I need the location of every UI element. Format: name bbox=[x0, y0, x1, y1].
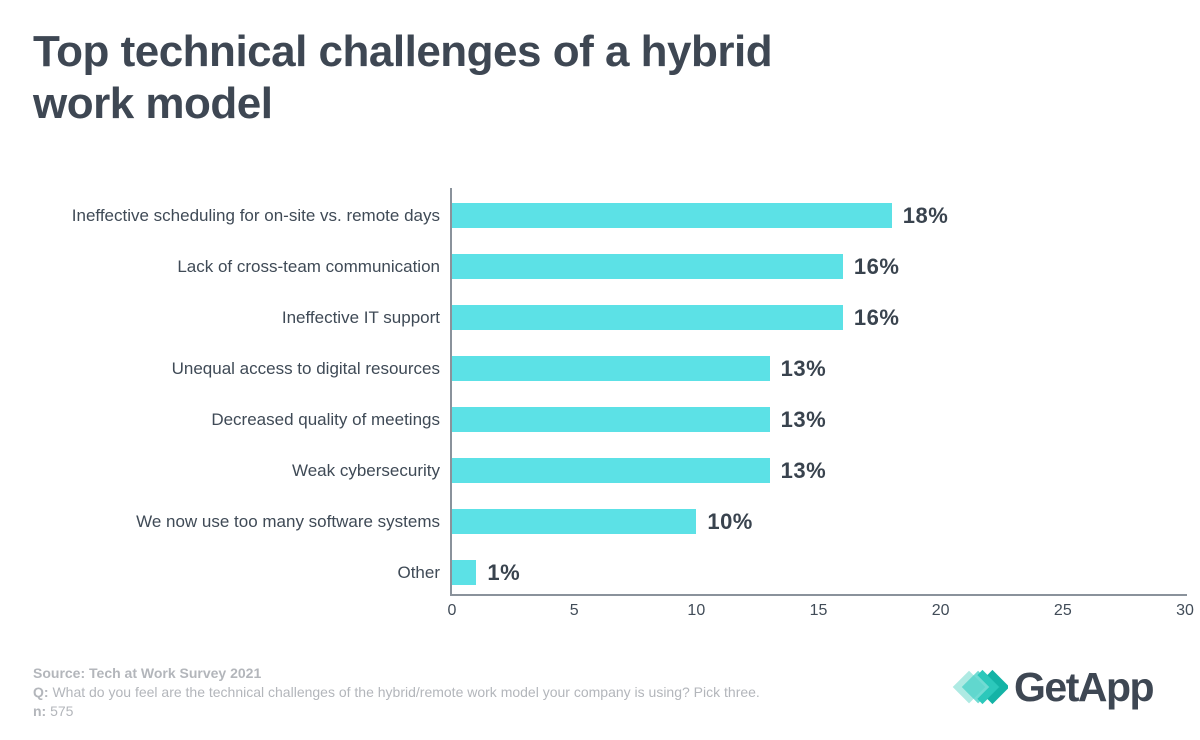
x-tick-label: 0 bbox=[447, 602, 457, 619]
y-axis-line bbox=[450, 188, 452, 596]
bar-row: Decreased quality of meetings 13% bbox=[0, 407, 1200, 432]
bar bbox=[452, 509, 697, 534]
bar-row: Ineffective scheduling for on-site vs. r… bbox=[0, 203, 1200, 228]
bar bbox=[452, 356, 770, 381]
bar bbox=[452, 305, 843, 330]
bar-row: Unequal access to digital resources 13% bbox=[0, 356, 1200, 381]
page-title: Top technical challenges of a hybrid wor… bbox=[33, 26, 773, 130]
value-label: 13% bbox=[780, 356, 827, 381]
bar-row: Lack of cross-team communication 16% bbox=[0, 254, 1200, 279]
page-title-line2: work model bbox=[33, 79, 273, 128]
x-tick-label: 25 bbox=[1053, 602, 1072, 619]
footnote: Source: Tech at Work Survey 2021 Q: What… bbox=[33, 664, 760, 721]
value-label: 1% bbox=[487, 560, 521, 585]
footnote-source: Source: Tech at Work Survey 2021 bbox=[33, 665, 262, 681]
category-label: Decreased quality of meetings bbox=[211, 410, 440, 429]
value-label: 16% bbox=[853, 254, 900, 279]
bar-row: We now use too many software systems 10% bbox=[0, 509, 1200, 534]
value-label: 13% bbox=[780, 407, 827, 432]
getapp-logo: GetApp bbox=[950, 662, 1155, 712]
category-label: Unequal access to digital resources bbox=[171, 359, 440, 378]
footnote-sample-size: n: 575 bbox=[33, 703, 74, 719]
category-label: We now use too many software systems bbox=[136, 512, 440, 531]
category-label: Other bbox=[397, 563, 440, 582]
bar bbox=[452, 407, 770, 432]
value-label: 10% bbox=[707, 509, 753, 534]
bar bbox=[452, 458, 770, 483]
value-label: 13% bbox=[780, 458, 827, 483]
x-tick-label: 20 bbox=[931, 602, 950, 619]
x-tick-label: 5 bbox=[569, 602, 579, 619]
category-label: Lack of cross-team communication bbox=[177, 257, 440, 276]
footnote-question: Q: What do you feel are the technical ch… bbox=[33, 684, 760, 700]
value-label: 16% bbox=[853, 305, 900, 330]
bar bbox=[452, 203, 892, 228]
category-label: Ineffective scheduling for on-site vs. r… bbox=[71, 206, 440, 225]
bar-row: Other 1% bbox=[0, 560, 1200, 585]
x-tick-label: 15 bbox=[809, 602, 828, 619]
category-label: Weak cybersecurity bbox=[291, 461, 440, 480]
bar-row: Ineffective IT support 16% bbox=[0, 305, 1200, 330]
x-tick-label: 10 bbox=[687, 602, 706, 619]
page-title-line1: Top technical challenges of a hybrid bbox=[33, 27, 773, 76]
x-axis-line bbox=[450, 594, 1187, 596]
bar bbox=[452, 560, 477, 585]
category-label: Ineffective IT support bbox=[281, 308, 440, 327]
getapp-logo-text: GetApp bbox=[1014, 663, 1155, 710]
getapp-logo-icon bbox=[952, 669, 1008, 705]
value-label: 18% bbox=[902, 203, 949, 228]
x-tick-label: 30 bbox=[1176, 602, 1194, 619]
bar-row: Weak cybersecurity 13% bbox=[0, 458, 1200, 483]
bar bbox=[452, 254, 843, 279]
